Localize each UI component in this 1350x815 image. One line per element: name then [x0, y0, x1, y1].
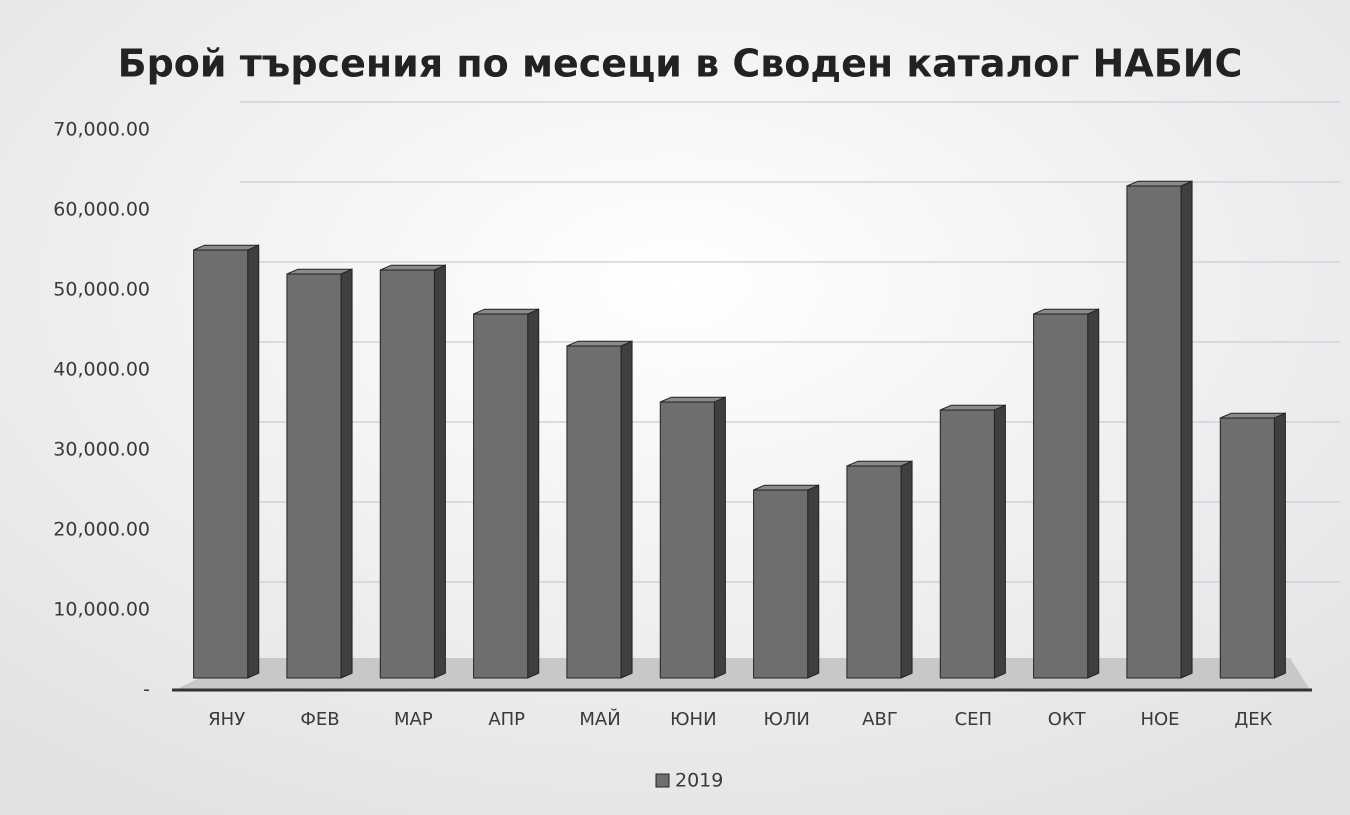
bar-side	[807, 484, 820, 679]
bar-side	[713, 396, 726, 679]
bar-side	[993, 404, 1006, 679]
bar	[473, 313, 529, 679]
y-tick-label: 40,000.00	[53, 359, 150, 381]
bar-top	[473, 308, 539, 315]
bar-side	[620, 340, 633, 679]
bar	[1219, 417, 1275, 679]
x-tick-label: МАЙ	[579, 708, 620, 730]
bar-top	[940, 404, 1006, 411]
x-tick-label: МАР	[394, 709, 433, 730]
y-tick-label: 10,000.00	[53, 599, 150, 621]
x-tick-label: ДЕК	[1234, 709, 1272, 730]
bar-top	[753, 484, 819, 491]
bar	[379, 269, 435, 679]
bar	[566, 345, 622, 679]
y-tick-label: 60,000.00	[53, 199, 150, 221]
bar	[939, 409, 995, 679]
legend-label: 2019	[675, 770, 723, 792]
x-tick-label: АПР	[488, 709, 525, 730]
bar	[1126, 185, 1182, 679]
x-tick-label: ЯНУ	[208, 709, 245, 730]
bar-top	[1220, 412, 1286, 419]
legend-swatch	[655, 773, 670, 788]
y-tick-label: 30,000.00	[53, 439, 150, 461]
bar	[753, 489, 809, 679]
x-tick-label: ОКТ	[1048, 709, 1087, 730]
bar	[193, 249, 249, 679]
bar-side	[247, 244, 260, 679]
bar	[286, 273, 342, 679]
floor	[175, 658, 1310, 690]
bar-side	[527, 308, 540, 679]
bar-top	[1126, 180, 1193, 187]
bar	[1033, 313, 1089, 679]
chart-title: Брой търсения по месеци в Своден каталог…	[118, 42, 1243, 86]
bar-top	[660, 396, 726, 403]
bar-side	[1180, 180, 1193, 679]
x-tick-label: ЮНИ	[670, 709, 716, 730]
bar	[846, 465, 902, 679]
bar	[659, 401, 715, 679]
x-tick-label: ФЕВ	[300, 709, 339, 730]
x-tick-label: СЕП	[955, 709, 992, 730]
x-tick-label: ЮЛИ	[763, 709, 809, 730]
y-tick-label: -	[143, 679, 150, 701]
x-tick-label: НОЕ	[1140, 709, 1179, 730]
bar-top	[846, 460, 913, 467]
bar-side	[900, 460, 913, 679]
bar-top	[1033, 308, 1099, 315]
x-tick-label: АВГ	[862, 709, 898, 730]
y-tick-label: 20,000.00	[53, 519, 150, 541]
bar-side	[340, 268, 353, 679]
bar-side	[1087, 308, 1100, 679]
bar-top	[566, 340, 633, 347]
y-tick-label: 70,000.00	[53, 119, 150, 141]
bar-top	[380, 264, 446, 271]
bar-side	[433, 264, 446, 679]
bar-side	[1273, 412, 1286, 679]
bar-top	[286, 268, 353, 275]
y-tick-label: 50,000.00	[53, 279, 150, 301]
bar-top	[193, 244, 259, 251]
